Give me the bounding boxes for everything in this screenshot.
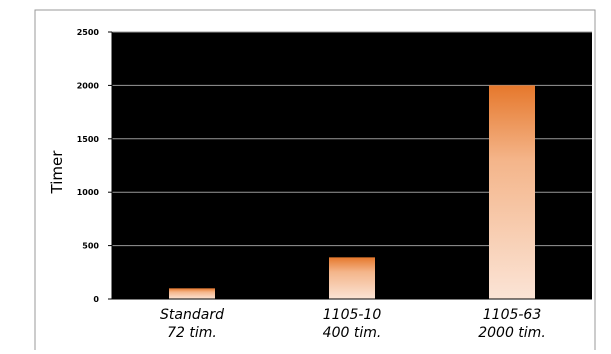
bar-standard [169, 288, 215, 299]
x-category-label: 1105-63 [483, 307, 542, 323]
x-category-label: Standard [160, 307, 224, 323]
y-axis-ticks: 0 500 1000 1500 2000 2500 [77, 28, 112, 304]
y-axis-title: Timer [48, 150, 66, 195]
y-tick-label-2500: 2500 [77, 28, 100, 37]
y-tick-label-2000: 2000 [77, 81, 100, 90]
y-tick-label-1500: 1500 [77, 135, 100, 144]
bar-1105-63 [489, 85, 535, 300]
x-category-sublabel: 400 tim. [323, 325, 382, 341]
y-tick-label-0: 0 [93, 295, 99, 304]
x-category-sublabel: 72 tim. [167, 325, 217, 341]
bar-1105-10 [329, 257, 375, 299]
bars [169, 85, 535, 300]
x-axis-labels: Standard 72 tim. 1105-10 400 tim. 1105-63 200… [160, 307, 546, 341]
x-category-sublabel: 2000 tim. [478, 325, 546, 341]
x-category-label: 1105-10 [323, 307, 382, 323]
y-tick-label-1000: 1000 [77, 188, 100, 197]
y-tick-label-500: 500 [82, 242, 99, 251]
